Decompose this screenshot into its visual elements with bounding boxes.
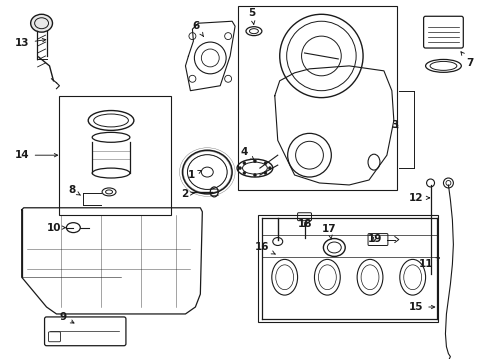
Text: 7: 7 — [461, 52, 474, 68]
Circle shape — [243, 171, 246, 175]
Text: 11: 11 — [418, 258, 440, 269]
Text: 17: 17 — [322, 224, 337, 239]
Text: 16: 16 — [255, 243, 275, 254]
Text: 14: 14 — [15, 150, 58, 160]
Text: 10: 10 — [47, 222, 65, 233]
Bar — [59, 96, 171, 215]
Text: 9: 9 — [59, 312, 74, 323]
Circle shape — [253, 174, 256, 176]
Text: 13: 13 — [15, 38, 46, 48]
Circle shape — [264, 162, 267, 165]
Bar — [258, 215, 439, 322]
Text: 15: 15 — [409, 302, 435, 312]
Text: 4: 4 — [241, 147, 254, 160]
Text: 12: 12 — [409, 193, 430, 203]
Circle shape — [264, 171, 267, 175]
Text: 1: 1 — [188, 170, 201, 180]
Text: 5: 5 — [248, 8, 256, 24]
Ellipse shape — [31, 14, 52, 32]
Text: 3: 3 — [391, 121, 398, 130]
Circle shape — [269, 167, 271, 170]
Text: 8: 8 — [68, 185, 80, 195]
Text: 19: 19 — [368, 234, 382, 244]
Circle shape — [243, 162, 246, 165]
Text: 18: 18 — [298, 219, 313, 229]
Text: 6: 6 — [193, 21, 203, 36]
Text: 2: 2 — [181, 189, 194, 199]
Bar — [238, 6, 397, 190]
Circle shape — [239, 167, 242, 170]
Circle shape — [253, 159, 256, 163]
